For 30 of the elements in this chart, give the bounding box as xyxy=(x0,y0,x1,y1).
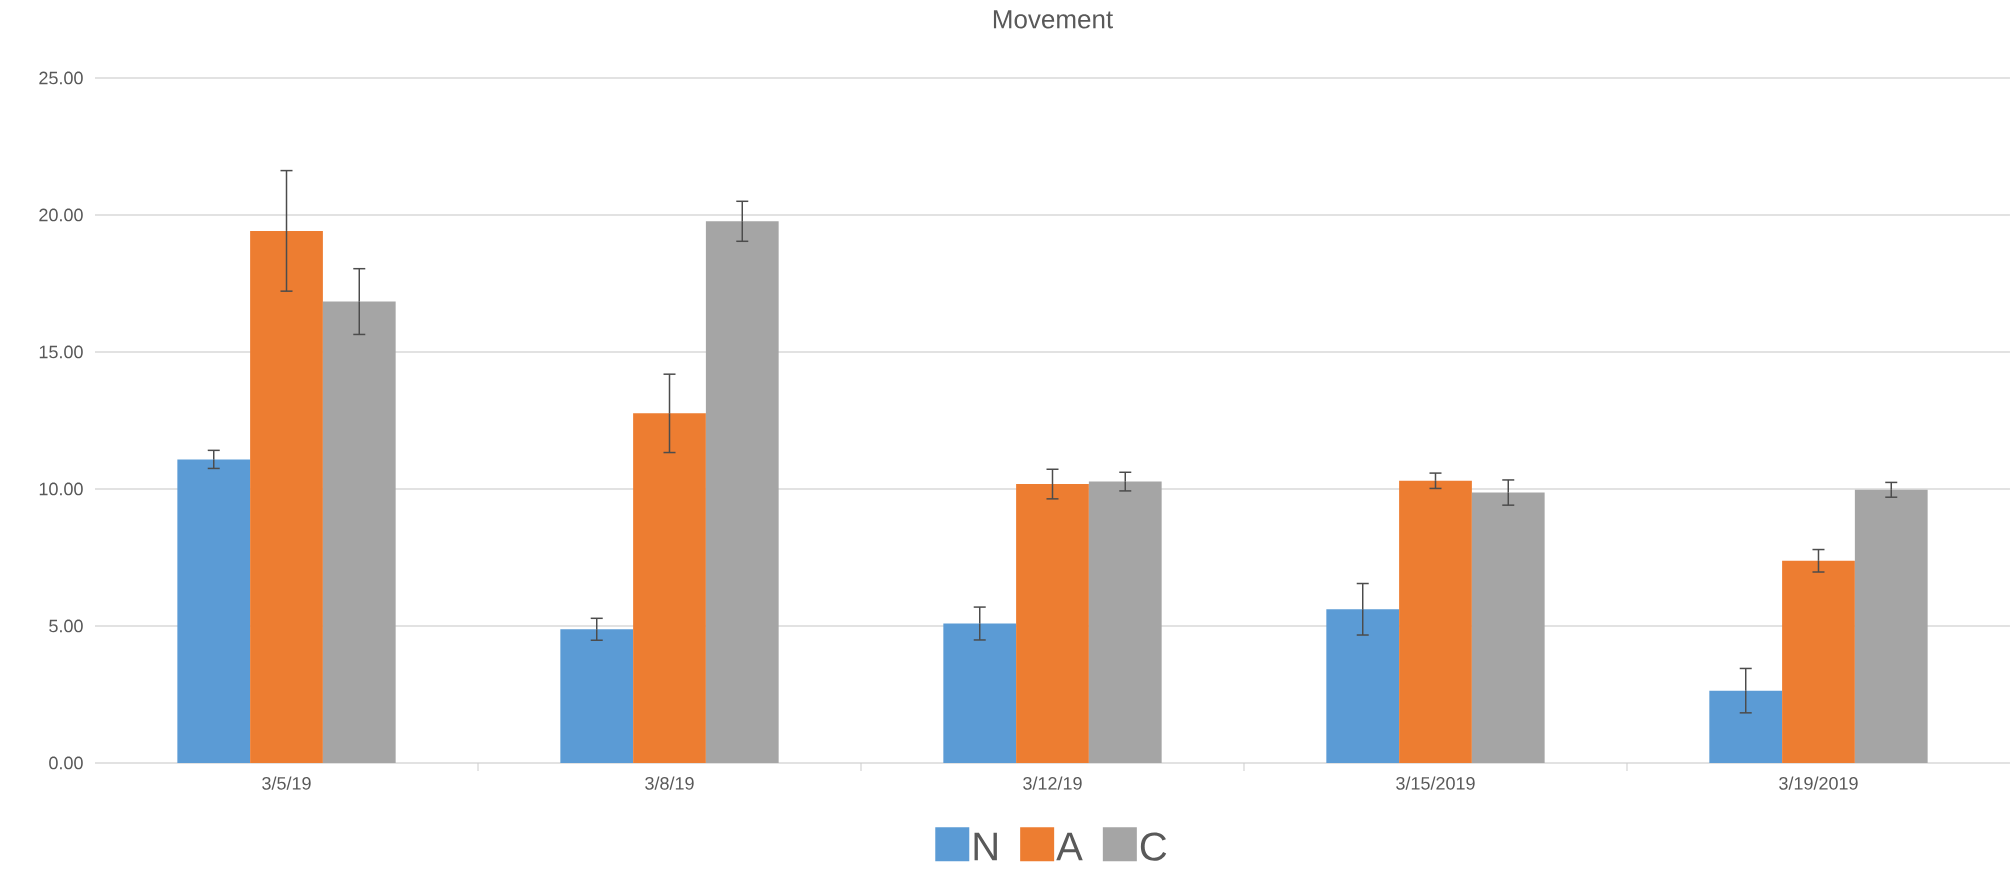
bar xyxy=(1326,609,1400,763)
y-tick-label: 25.00 xyxy=(39,71,83,85)
bar xyxy=(633,413,706,763)
bar xyxy=(1854,489,1928,763)
bar xyxy=(322,301,396,763)
legend-label: N xyxy=(974,832,997,861)
bar xyxy=(1709,690,1783,763)
bar xyxy=(1471,492,1545,763)
y-tick-label: 20.00 xyxy=(39,208,83,222)
bar xyxy=(1088,481,1162,763)
legend-label: C xyxy=(1140,832,1167,861)
bar xyxy=(943,623,1017,763)
bar xyxy=(177,459,251,763)
x-tick-label: 3/8/19 xyxy=(645,776,694,790)
y-tick-label: 5.00 xyxy=(49,619,83,633)
chart-title: Movement xyxy=(993,10,1113,29)
x-tick-label: 3/19/2019 xyxy=(1779,776,1858,790)
y-tick-label: 0.00 xyxy=(49,756,83,770)
y-tick-label: 10.00 xyxy=(39,482,83,496)
bar xyxy=(1782,560,1855,763)
x-tick-label: 3/15/2019 xyxy=(1396,776,1475,790)
x-tick-label: 3/5/19 xyxy=(262,776,311,790)
legend-label: A xyxy=(1056,832,1083,861)
bar xyxy=(705,221,779,763)
bar xyxy=(1399,480,1472,763)
bar xyxy=(560,629,634,763)
y-tick-label: 15.00 xyxy=(39,345,83,359)
x-tick-label: 3/12/19 xyxy=(1023,776,1082,790)
bar xyxy=(1016,484,1089,763)
bar xyxy=(250,230,323,763)
